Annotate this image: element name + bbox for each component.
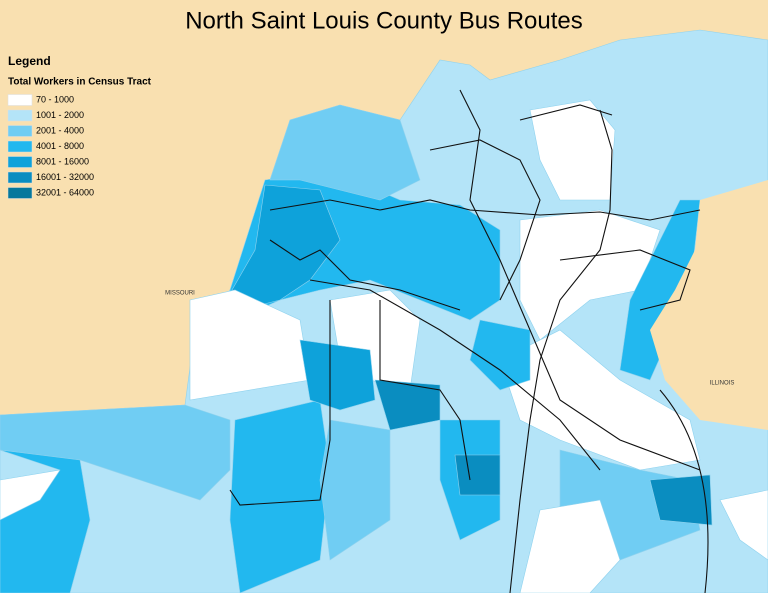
legend-label: 70 - 1000 bbox=[36, 94, 74, 104]
route bbox=[269, 199, 701, 221]
legend-swatch bbox=[7, 125, 33, 137]
legend-label: 16001 - 32000 bbox=[36, 172, 94, 182]
route bbox=[229, 300, 331, 506]
route bbox=[269, 239, 461, 311]
tract bbox=[469, 319, 531, 391]
legend-swatch bbox=[7, 94, 33, 106]
legend-label: 4001 - 8000 bbox=[36, 141, 84, 151]
legend-label: 1001 - 2000 bbox=[36, 110, 84, 120]
route bbox=[459, 89, 701, 471]
legend-label: 32001 - 64000 bbox=[36, 187, 94, 197]
legend-swatch bbox=[7, 140, 33, 153]
legend-heading: Legend bbox=[8, 54, 51, 68]
state-label: MISSOURI bbox=[165, 291, 195, 297]
legend-label: 8001 - 16000 bbox=[36, 156, 89, 166]
route bbox=[429, 139, 541, 301]
tract bbox=[319, 419, 391, 561]
river-edge bbox=[659, 389, 709, 594]
legend-swatch bbox=[7, 156, 33, 168]
tract bbox=[269, 104, 421, 201]
tract bbox=[454, 454, 501, 496]
bus-routes bbox=[229, 89, 709, 594]
legend: Legend Total Workers in Census Tract 70 … bbox=[7, 54, 152, 199]
tract bbox=[719, 489, 768, 561]
legend-label: 2001 - 4000 bbox=[36, 125, 84, 135]
tract bbox=[649, 474, 713, 526]
census-tracts bbox=[0, 29, 768, 594]
legend-title: Total Workers in Census Tract bbox=[8, 77, 152, 88]
route bbox=[309, 279, 601, 471]
route bbox=[519, 104, 613, 121]
tract bbox=[519, 499, 621, 594]
illinois-land bbox=[650, 180, 768, 430]
tract bbox=[299, 339, 376, 411]
route bbox=[379, 300, 471, 481]
tract bbox=[231, 184, 341, 311]
legend-swatch bbox=[7, 187, 33, 199]
legend-swatch bbox=[7, 171, 33, 184]
map-title: North Saint Louis County Bus Routes bbox=[185, 7, 583, 34]
route bbox=[509, 109, 613, 594]
legend-swatch bbox=[7, 109, 33, 122]
tract bbox=[0, 449, 91, 594]
tract bbox=[499, 329, 701, 471]
route bbox=[559, 249, 691, 311]
state-label: ILLINOIS bbox=[710, 381, 735, 387]
